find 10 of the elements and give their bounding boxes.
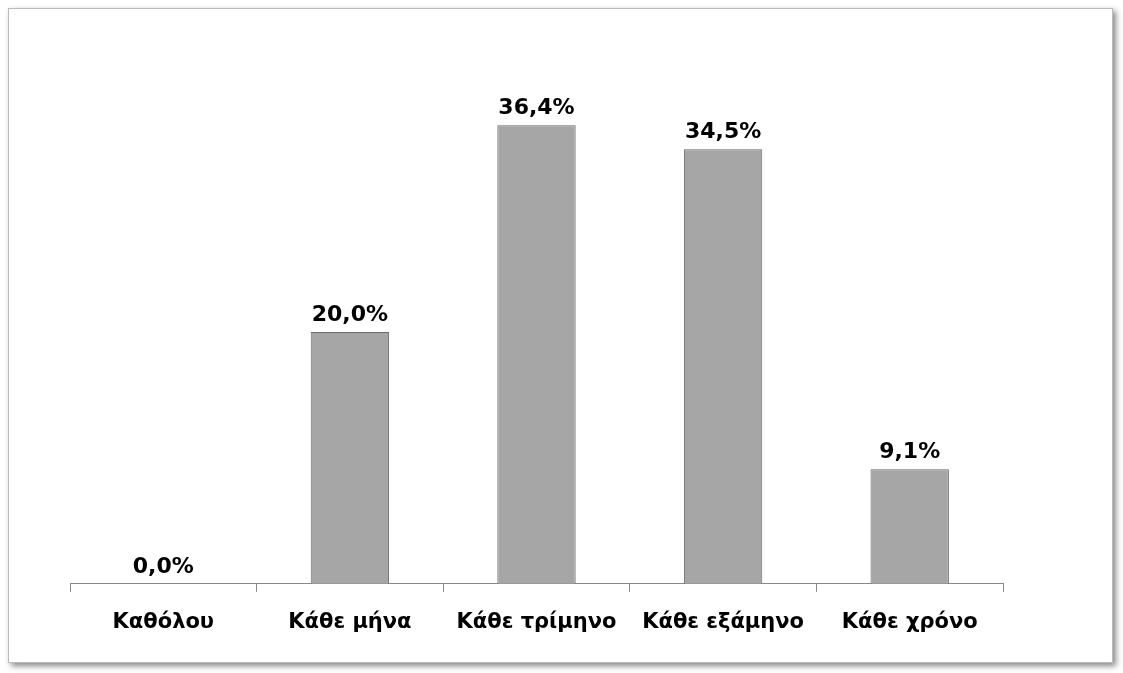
data-label: 36,4% [498, 94, 575, 120]
x-tick-label: Κάθε μήνα [288, 608, 412, 633]
x-tick-label: Καθόλου [112, 608, 215, 633]
data-label: 34,5% [684, 117, 762, 143]
data-label: 20,0% [311, 300, 389, 326]
x-tick-label: Κάθε τρίμηνο [456, 608, 617, 633]
x-tick-label: Κάθε χρόνο [841, 608, 978, 633]
data-label: 9,1% [879, 437, 941, 463]
data-label: 0,0% [132, 552, 194, 578]
x-tick-label: Κάθε εξάμηνο [642, 608, 804, 633]
